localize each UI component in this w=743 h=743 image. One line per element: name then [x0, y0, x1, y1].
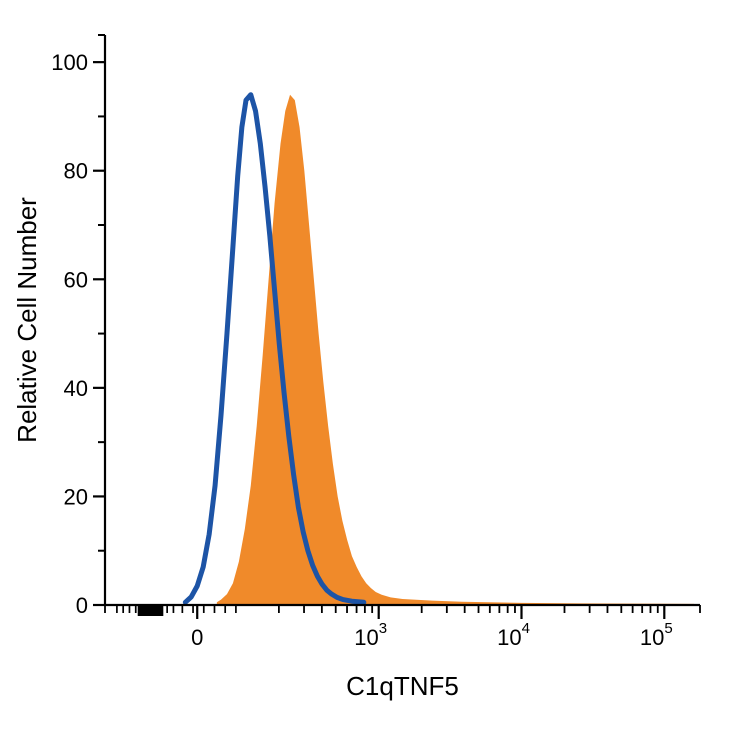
x-tick-zero: 0 [191, 625, 203, 650]
y-tick-label: 60 [64, 267, 88, 292]
x-tick-decade: 103 [354, 620, 387, 650]
x-axis-label: C1qTNF5 [346, 671, 459, 701]
y-tick-label: 20 [64, 484, 88, 509]
y-tick-label: 80 [64, 159, 88, 184]
y-tick-label: 100 [51, 50, 88, 75]
x-tick-decade: 105 [640, 620, 673, 650]
chart-svg: 0 20 40 60 80 100 Relative Cell Number 0 103 104 1… [0, 0, 743, 743]
y-tick-label: 0 [76, 593, 88, 618]
y-tick-label: 40 [64, 376, 88, 401]
filled-histogram [217, 95, 694, 605]
y-axis-label: Relative Cell Number [12, 197, 42, 443]
flow-cytometry-chart: 0 20 40 60 80 100 Relative Cell Number 0 103 104 1… [0, 0, 743, 743]
x-tick-decade: 104 [497, 620, 530, 650]
